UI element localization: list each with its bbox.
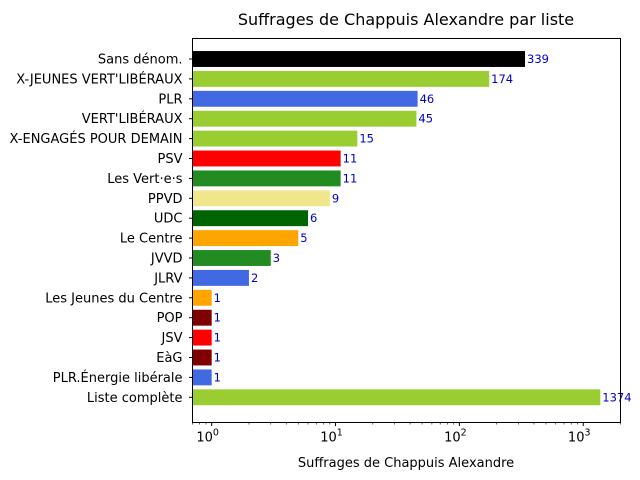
bar bbox=[192, 110, 417, 127]
data-label: 9 bbox=[332, 191, 339, 205]
y-tick-label: Sans dénom. bbox=[98, 53, 183, 68]
x-axis-label: Suffrages de Chappuis Alexandre bbox=[298, 456, 514, 471]
data-label: 1 bbox=[214, 331, 221, 345]
y-tick-label: Liste complète bbox=[87, 391, 183, 406]
data-label: 3 bbox=[273, 251, 280, 265]
bar bbox=[192, 170, 341, 187]
bars-group bbox=[192, 51, 601, 406]
data-label: 6 bbox=[310, 211, 317, 225]
y-tick-label: PLR.Énergie libérale bbox=[53, 370, 183, 386]
y-tick-label: Les Vert·e·s bbox=[107, 172, 183, 187]
x-tick-label: 102 bbox=[444, 428, 467, 446]
bar bbox=[192, 210, 309, 227]
bar bbox=[192, 130, 358, 147]
y-tick-label: VERT'LIBÉRAUX bbox=[82, 111, 183, 127]
data-label: 1374 bbox=[602, 390, 631, 404]
plot-frame bbox=[192, 38, 621, 423]
y-tick-label: PSV bbox=[158, 152, 183, 167]
y-tick-label: EàG bbox=[156, 351, 182, 366]
x-tick-label: 103 bbox=[568, 428, 591, 446]
data-label: 46 bbox=[420, 92, 435, 106]
bar bbox=[192, 289, 212, 306]
data-label: 45 bbox=[418, 112, 433, 126]
data-label: 1 bbox=[214, 291, 221, 305]
x-axis-ticks: 100 101 102 103 bbox=[192, 422, 621, 446]
data-label: 5 bbox=[300, 231, 307, 245]
data-label: 1 bbox=[214, 311, 221, 325]
data-label: 174 bbox=[491, 72, 513, 86]
y-tick-label: X-JEUNES VERT'LIBÉRAUX bbox=[16, 71, 182, 87]
y-tick-label: PLR bbox=[158, 92, 182, 107]
y-tick-label: Le Centre bbox=[120, 232, 183, 247]
bar bbox=[192, 190, 330, 207]
data-label: 339 bbox=[527, 52, 549, 66]
bar bbox=[192, 150, 341, 167]
bar bbox=[192, 389, 601, 406]
bar bbox=[192, 329, 212, 346]
x-tick-label: 100 bbox=[196, 428, 219, 446]
y-tick-label: PPVD bbox=[148, 192, 183, 207]
bar bbox=[192, 309, 212, 326]
y-tick-label: UDC bbox=[154, 212, 183, 227]
bar bbox=[192, 369, 212, 386]
bar bbox=[192, 51, 526, 67]
y-tick-labels: Sans dénom. X-JEUNES VERT'LIBÉRAUX PLR VERT… bbox=[10, 53, 193, 406]
data-label: 15 bbox=[359, 132, 374, 146]
y-tick-label: JLRV bbox=[153, 271, 182, 286]
x-tick-label: 101 bbox=[320, 428, 343, 446]
y-tick-label: JVVD bbox=[150, 252, 183, 267]
y-tick-label: JSV bbox=[161, 331, 183, 346]
chart-title: Suffrages de Chappuis Alexandre par list… bbox=[238, 10, 574, 29]
bar bbox=[192, 349, 212, 366]
y-tick-label: Les Jeunes du Centre bbox=[45, 291, 182, 306]
data-label: 2 bbox=[251, 271, 258, 285]
y-tick-label: POP bbox=[157, 311, 183, 326]
bar bbox=[192, 230, 299, 247]
bar bbox=[192, 250, 271, 266]
data-label: 1 bbox=[214, 351, 221, 365]
bar bbox=[192, 269, 249, 286]
bar bbox=[192, 70, 490, 87]
data-label: 11 bbox=[343, 152, 358, 166]
y-tick-label: X-ENGAGÉS POUR DEMAIN bbox=[10, 131, 183, 147]
data-label: 11 bbox=[343, 171, 358, 185]
data-label: 1 bbox=[214, 370, 221, 384]
bar bbox=[192, 90, 418, 107]
